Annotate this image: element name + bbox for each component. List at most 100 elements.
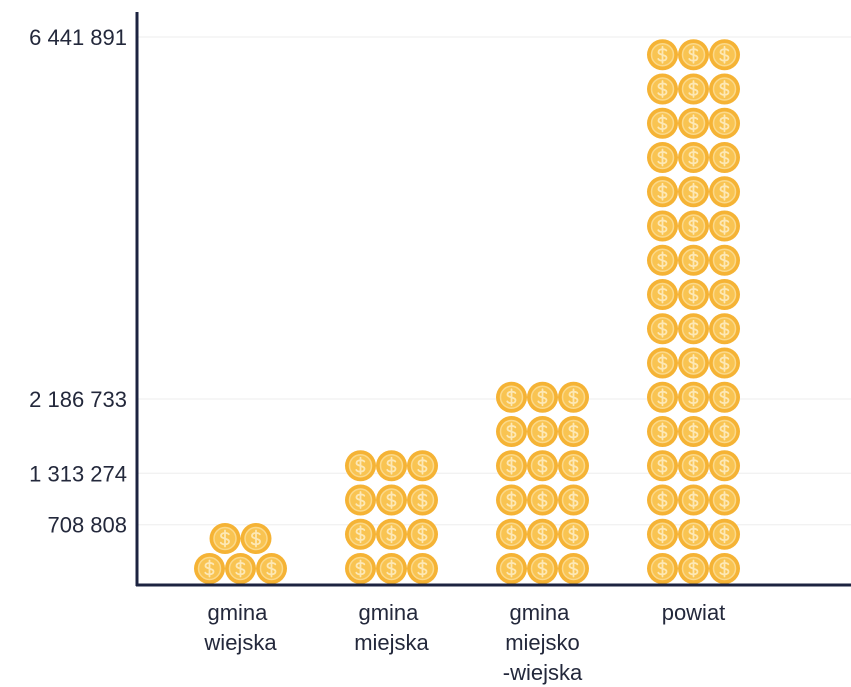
coin (677, 278, 710, 311)
x-tick-label-line: -wiejska (503, 660, 583, 685)
x-tick-label: gmina miejsko -wiejska (503, 600, 583, 685)
coin-stack (495, 380, 590, 585)
coin (646, 175, 679, 209)
x-tick-label-line: powiat (662, 600, 726, 625)
coin (677, 175, 710, 209)
y-tick-label: 1 313 274 (29, 461, 127, 486)
coin (557, 415, 590, 448)
coin-stack (344, 449, 439, 585)
coin (677, 106, 710, 140)
coin (677, 415, 710, 448)
coin (406, 483, 439, 517)
coin (495, 483, 528, 517)
coin (708, 346, 741, 380)
y-tick-label: 708 808 (47, 513, 127, 538)
coin (708, 380, 741, 414)
coin (193, 552, 226, 585)
coin (646, 517, 679, 551)
coin (495, 380, 528, 414)
coin (646, 72, 679, 106)
coin (646, 552, 679, 585)
x-tick-label-line: gmina (207, 600, 273, 625)
coin (495, 517, 528, 551)
coin (344, 552, 377, 585)
coin (224, 552, 257, 585)
coin (495, 415, 528, 448)
coin-stack (646, 38, 741, 585)
coin (375, 449, 408, 483)
coin (526, 380, 559, 414)
x-tick-label-line: wiejska (203, 630, 277, 655)
coin (646, 380, 679, 414)
coin (677, 72, 710, 106)
coin (526, 483, 559, 517)
coin (557, 483, 590, 517)
coin (646, 346, 679, 380)
coin (375, 517, 408, 551)
coin (557, 380, 590, 414)
y-tick-label: 2 186 733 (29, 387, 127, 412)
coin (677, 380, 710, 414)
coin (557, 517, 590, 551)
coin (677, 38, 710, 72)
coin (708, 552, 741, 585)
coin (646, 415, 679, 448)
coin (646, 312, 679, 346)
coin (708, 449, 741, 483)
coin (708, 483, 741, 517)
coin (677, 517, 710, 551)
coin (646, 141, 679, 174)
coin (557, 449, 590, 483)
coin (677, 209, 710, 243)
y-tick-label: 6 441 891 (29, 25, 127, 50)
x-tick-label-line: miejsko (505, 630, 580, 655)
x-tick-label-line: miejska (354, 630, 429, 655)
coin (646, 449, 679, 483)
coin (495, 552, 528, 585)
coin (708, 312, 741, 346)
coin (708, 278, 741, 311)
coin (677, 346, 710, 380)
coin-stack (193, 522, 288, 585)
bars (193, 38, 741, 585)
coin (708, 209, 741, 243)
coin (406, 449, 439, 483)
coin (255, 552, 288, 585)
coin (344, 449, 377, 483)
coin (646, 278, 679, 311)
x-tick-label: powiat (662, 600, 726, 625)
coin (708, 517, 741, 551)
coin (677, 449, 710, 483)
coin (646, 483, 679, 517)
coin (708, 141, 741, 174)
coin (708, 106, 741, 140)
coin (677, 141, 710, 174)
coin (526, 449, 559, 483)
coin (677, 243, 710, 277)
coin (708, 175, 741, 209)
coin (406, 517, 439, 551)
coin (526, 517, 559, 551)
x-tick-label-line: gmina (509, 600, 575, 625)
coin (526, 552, 559, 585)
coin (708, 243, 741, 277)
coin (708, 72, 741, 106)
x-tick-label: gmina miejska (354, 600, 429, 655)
coin (208, 522, 242, 555)
coin (406, 552, 439, 585)
coin (557, 552, 590, 585)
coin (646, 38, 679, 72)
coin (677, 483, 710, 517)
grid (137, 36, 851, 526)
coin (677, 312, 710, 346)
coin (526, 415, 559, 448)
x-tick-label-line: gmina (358, 600, 424, 625)
coin (646, 243, 679, 277)
coin (708, 415, 741, 448)
x-tick-label: gmina wiejska (203, 600, 277, 655)
coin (344, 483, 377, 517)
coin (239, 522, 273, 555)
coin (677, 552, 710, 585)
coin (375, 552, 408, 585)
